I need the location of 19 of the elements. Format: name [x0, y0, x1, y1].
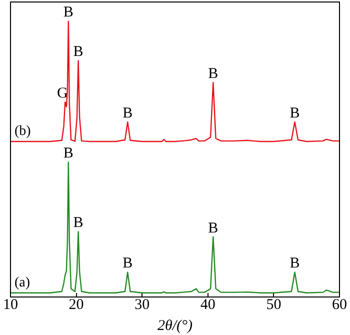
annotation: B: [73, 215, 84, 232]
series-label: (b): [14, 124, 32, 140]
x-tick-label: 60: [332, 296, 347, 313]
x-axis-title: 2θ/(°): [157, 318, 193, 334]
annotation: B: [73, 44, 84, 60]
x-tick-label: 30: [134, 296, 150, 313]
annotation: B: [122, 256, 133, 272]
x-tick-label: 20: [68, 296, 84, 313]
annotation: B: [63, 146, 74, 162]
annotation: B: [122, 105, 133, 122]
series-label: (a): [14, 276, 30, 291]
x-tick-label: 10: [3, 296, 18, 313]
annotation: B: [208, 66, 218, 82]
x-tick-label: 50: [266, 296, 282, 313]
x-tick-label: 40: [200, 296, 216, 313]
annotation: B: [63, 4, 74, 21]
annotation: B: [208, 220, 218, 236]
annotation: B: [290, 256, 300, 272]
annotation: B: [290, 105, 300, 122]
